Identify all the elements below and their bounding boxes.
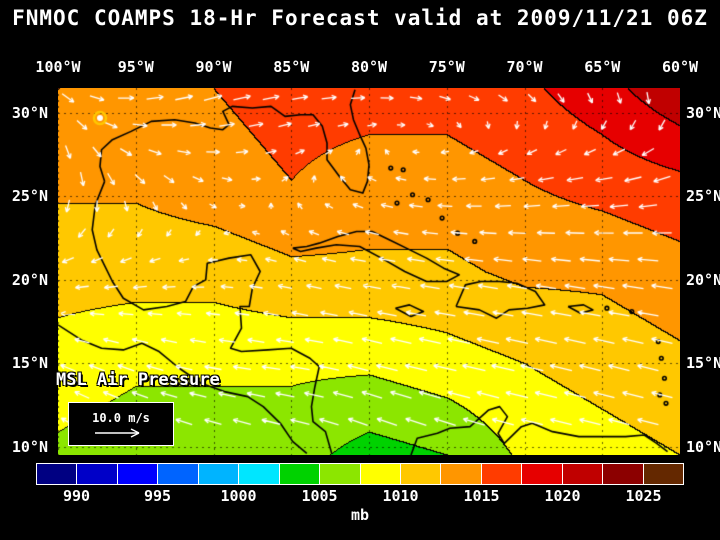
colorbar-cells bbox=[36, 463, 684, 485]
colorbar-cell bbox=[481, 464, 523, 484]
colorbar-tick-label: 990 bbox=[62, 487, 91, 505]
lat-label: 25°N bbox=[11, 187, 48, 206]
lat-label: 10°N bbox=[11, 437, 48, 456]
lon-label: 100°W bbox=[35, 58, 81, 76]
lat-label: 15°N bbox=[686, 354, 720, 373]
colorbar: 990 995 1000 1005 1010 1015 1020 1025 mb bbox=[36, 463, 684, 524]
wind-scale-legend: 10.0 m/s bbox=[68, 402, 174, 446]
colorbar-cell bbox=[77, 464, 118, 484]
colorbar-cell bbox=[158, 464, 199, 484]
colorbar-tick-label: 1005 bbox=[301, 487, 338, 505]
colorbar-tick-label: 1000 bbox=[220, 487, 257, 505]
colorbar-cell bbox=[400, 464, 442, 484]
lon-label: 75°W bbox=[428, 58, 465, 76]
colorbar-cell bbox=[562, 464, 604, 484]
lat-label: 15°N bbox=[11, 354, 48, 373]
field-label: MSL Air Pressure bbox=[56, 370, 220, 390]
colorbar-cell bbox=[239, 464, 280, 484]
longitude-axis-top: 100°W 95°W 90°W 85°W 80°W 75°W 70°W 65°W… bbox=[35, 58, 698, 78]
colorbar-cell bbox=[643, 464, 683, 484]
colorbar-tick-label: 1015 bbox=[463, 487, 500, 505]
lon-label: 95°W bbox=[117, 58, 154, 76]
lon-label: 60°W bbox=[661, 58, 699, 76]
colorbar-unit: mb bbox=[350, 506, 370, 524]
lat-label: 20°N bbox=[686, 270, 720, 289]
wind-scale-arrow-icon bbox=[95, 427, 140, 438]
lat-label: 20°N bbox=[11, 270, 48, 289]
lat-label: 10°N bbox=[686, 437, 720, 456]
wind-scale-label: 10.0 m/s bbox=[92, 410, 150, 425]
lon-label: 90°W bbox=[195, 58, 232, 76]
lon-label: 70°W bbox=[506, 58, 543, 76]
lon-label: 65°W bbox=[584, 58, 621, 76]
colorbar-cell bbox=[320, 464, 361, 484]
latitude-axis-left: 30°N 25°N 20°N 15°N 10°N bbox=[0, 88, 52, 456]
chart-title: FNMOC COAMPS 18-Hr Forecast valid at 200… bbox=[12, 6, 708, 30]
colorbar-ticks: 990 995 1000 1005 1010 1015 1020 1025 bbox=[36, 487, 684, 505]
colorbar-cell bbox=[37, 464, 78, 484]
latitude-axis-right: 30°N 25°N 20°N 15°N 10°N bbox=[686, 88, 720, 456]
colorbar-cell bbox=[441, 464, 482, 484]
colorbar-cell bbox=[117, 464, 159, 484]
lon-label: 80°W bbox=[350, 58, 388, 76]
colorbar-tick-label: 995 bbox=[143, 487, 172, 505]
colorbar-cell bbox=[279, 464, 321, 484]
lat-label: 25°N bbox=[686, 187, 720, 206]
colorbar-cell bbox=[603, 464, 644, 484]
colorbar-cell bbox=[522, 464, 563, 484]
lat-label: 30°N bbox=[11, 103, 48, 122]
colorbar-cell bbox=[198, 464, 240, 484]
lat-label: 30°N bbox=[686, 103, 720, 122]
lon-label: 85°W bbox=[273, 58, 310, 76]
pressure-field-map-canvas bbox=[58, 88, 680, 455]
colorbar-tick-label: 1010 bbox=[382, 487, 419, 505]
colorbar-cell bbox=[360, 464, 401, 484]
colorbar-tick-label: 1025 bbox=[625, 487, 662, 505]
colorbar-tick-label: 1020 bbox=[544, 487, 581, 505]
